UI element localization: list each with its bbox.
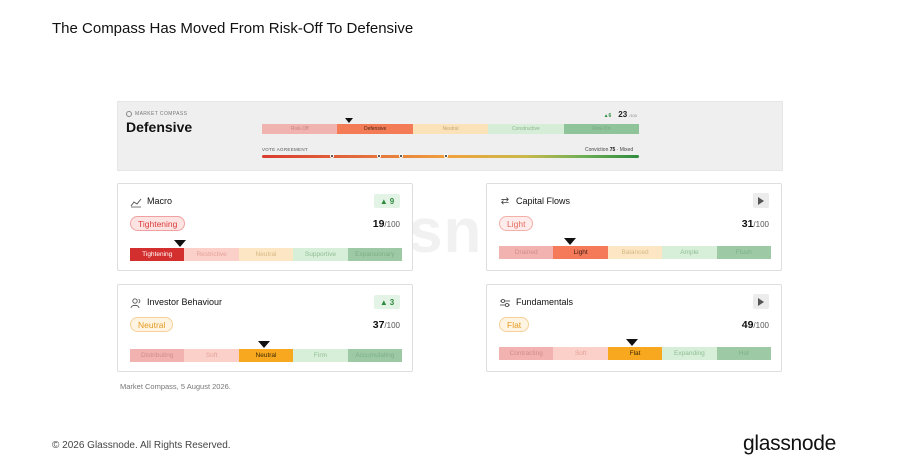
line-chart-icon: [130, 196, 142, 208]
users-icon: [130, 297, 142, 309]
conviction-readout: Conviction 75 · Mixed: [585, 147, 633, 153]
scale-segment: Balanced: [607, 246, 663, 259]
score-max: /100: [753, 220, 769, 229]
score-value: 19: [372, 218, 385, 230]
compass-regime: Defensive: [126, 119, 193, 135]
scale-segment: Flush: [716, 246, 772, 259]
score-max: /100: [629, 113, 637, 118]
scale-segment: Tightening: [130, 248, 185, 261]
vote-dot: [330, 154, 334, 158]
scale-segment: Hot: [716, 347, 772, 360]
score-delta: ▲6: [603, 113, 612, 119]
position-marker: [564, 238, 576, 245]
vote-dot: [444, 154, 448, 158]
score-readout: 19/100: [373, 218, 400, 230]
scale-segment: Firm: [293, 349, 348, 362]
score-max: /100: [384, 321, 400, 330]
status-pill: Neutral: [130, 317, 174, 332]
card-fundamentals[interactable]: Fundamentals Flat 49/100 Contracting Soft…: [486, 284, 782, 372]
scale-segment: Risk-On: [563, 124, 640, 134]
scale-segment: Restrictive: [184, 248, 239, 261]
swap-arrows-icon: ⇄: [500, 196, 510, 207]
scale-segment: Supportive: [293, 248, 348, 261]
scale-segment: Neutral: [238, 349, 294, 362]
play-button[interactable]: [753, 294, 769, 309]
change-badge: ▲ 9: [374, 194, 400, 208]
compass-caption: MARKET COMPASS: [135, 111, 188, 117]
compass-marker: [345, 118, 353, 123]
score-value: 23: [618, 110, 628, 119]
up-arrow-icon: ▲: [379, 196, 388, 206]
up-arrow-icon: ▲: [379, 297, 388, 307]
compass-icon: [126, 111, 132, 117]
card-title: Fundamentals: [516, 297, 574, 307]
regime-scale: Tightening Restrictive Neutral Supportive Ex…: [130, 248, 403, 261]
watermark: sn: [408, 197, 483, 266]
compass-score: ▲6 23 /100: [604, 110, 637, 119]
badge-value: 3: [389, 297, 395, 307]
card-title: Macro: [147, 196, 173, 206]
score-value: 49: [741, 319, 754, 331]
scale-segment: Flat: [607, 347, 663, 360]
status-pill: Light: [499, 216, 534, 231]
footer-note: Market Compass, 5 August 2026.: [120, 382, 231, 391]
scale-segment: Distributing: [130, 349, 185, 362]
scale-segment: Ample: [662, 246, 717, 259]
regime-scale: Drained Light Balanced Ample Flush: [499, 246, 772, 259]
vote-agreement-label: VOTE AGREEMENT: [262, 147, 308, 152]
compass-summary: MARKET COMPASS Defensive ▲6 23 /100 Risk…: [117, 101, 783, 171]
scale-segment: Expansionary: [347, 248, 403, 261]
scale-segment: Constructive: [488, 124, 564, 134]
card-investor-behaviour[interactable]: Investor Behaviour ▲ 3 Neutral 37/100 Dis…: [117, 284, 413, 372]
change-badge: ▲ 3: [374, 295, 400, 309]
conviction-value: 75: [609, 147, 616, 153]
card-capital-flows[interactable]: ⇄ Capital Flows Light 31/100 Drained Ligh…: [486, 183, 782, 271]
regime-scale: Distributing Soft Neutral Firm Accumulating: [130, 349, 403, 362]
glassnode-logo: glassnode: [743, 432, 837, 455]
play-icon: [758, 196, 764, 205]
vote-agreement-bar: [262, 155, 639, 158]
badge-value: 9: [389, 196, 395, 206]
play-icon: [758, 297, 764, 306]
vote-dot: [377, 154, 381, 158]
card-macro[interactable]: Macro ▲ 9 Tightening 19/100 Tightening Res…: [117, 183, 413, 271]
scale-segment: Soft: [553, 347, 608, 360]
conviction-label: Conviction: [585, 147, 609, 153]
page-title: The Compass Has Moved From Risk-Off To D…: [52, 20, 414, 37]
position-marker: [258, 341, 270, 348]
vote-dot: [399, 154, 403, 158]
scale-segment: Neutral: [412, 124, 489, 134]
card-title: Capital Flows: [516, 196, 571, 206]
scale-segment: Risk-Off: [262, 124, 338, 134]
position-marker: [174, 240, 186, 247]
settings-sliders-icon: [499, 297, 511, 309]
score-max: /100: [384, 220, 400, 229]
score-value: 37: [372, 319, 385, 331]
card-title: Investor Behaviour: [147, 297, 223, 307]
scale-segment: Neutral: [238, 248, 294, 261]
conviction-note: · Mixed: [616, 147, 634, 153]
regime-scale: Contracting Soft Flat Expanding Hot: [499, 347, 772, 360]
position-marker: [626, 339, 638, 346]
status-pill: Flat: [499, 317, 530, 332]
score-max: /100: [753, 321, 769, 330]
status-pill: Tightening: [130, 216, 186, 231]
score-readout: 37/100: [373, 319, 400, 331]
scale-segment: Accumulating: [347, 349, 403, 362]
copyright: © 2026 Glassnode. All Rights Reserved.: [52, 440, 231, 451]
scale-segment: Contracting: [499, 347, 554, 360]
score-readout: 49/100: [742, 319, 769, 331]
scale-segment: Light: [553, 246, 608, 259]
compass-scale: Risk-Off Defensive Neutral Constructive Risk…: [262, 124, 640, 134]
scale-segment: Expanding: [662, 347, 717, 360]
play-button[interactable]: [753, 193, 769, 208]
scale-segment: Soft: [184, 349, 239, 362]
scale-segment: Defensive: [337, 124, 413, 134]
score-value: 31: [741, 218, 754, 230]
score-readout: 31/100: [742, 218, 769, 230]
scale-segment: Drained: [499, 246, 554, 259]
